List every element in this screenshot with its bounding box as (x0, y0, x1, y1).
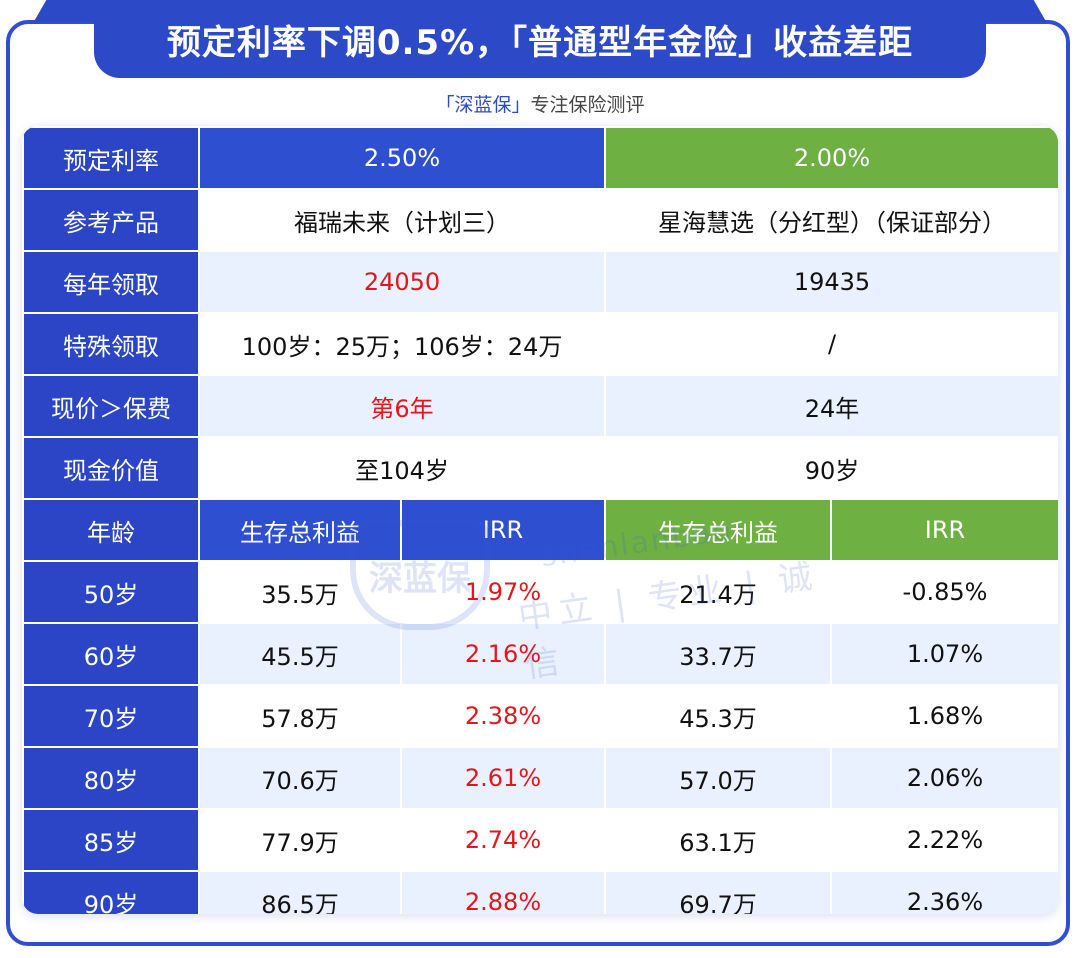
age-row: 90岁 86.5万 2.88% 69.7万 2.36% (22, 870, 1058, 914)
age-row: 80岁 70.6万 2.61% 57.0万 2.06% (22, 746, 1058, 810)
cash-value-b: 90岁 (604, 436, 1058, 500)
b-irr-cell: 2.36% (830, 870, 1058, 914)
rate-label: 预定利率 (22, 126, 200, 190)
a-benefit-cell: 45.5万 (198, 622, 402, 686)
annual-label: 每年领取 (22, 250, 200, 314)
product-label: 参考产品 (22, 188, 200, 252)
b-irr-cell: 1.68% (830, 684, 1058, 748)
cash-gt-premium-b: 24年 (604, 374, 1058, 438)
special-row: 特殊领取 100岁：25万；106岁：24万 / (22, 312, 1058, 376)
annual-a: 24050 (198, 250, 606, 314)
cash-value-a: 至104岁 (198, 436, 606, 500)
a-irr-cell: 2.38% (400, 684, 606, 748)
product-row: 参考产品 福瑞未来（计划三） 星海慧选（分红型）（保证部分） (22, 188, 1058, 252)
b-irr-cell: 2.06% (830, 746, 1058, 810)
cash-gt-premium-label: 现价＞保费 (22, 374, 200, 438)
a-benefit-cell: 86.5万 (198, 870, 402, 914)
b-irr-cell: 1.07% (830, 622, 1058, 686)
product-b: 星海慧选（分红型）（保证部分） (604, 188, 1058, 252)
special-a: 100岁：25万；106岁：24万 (198, 312, 606, 376)
age-header: 年龄 (22, 498, 200, 562)
rate-row: 预定利率 2.50% 2.00% (22, 126, 1058, 190)
a-irr-cell: 2.16% (400, 622, 606, 686)
cash-value-row: 现金价值 至104岁 90岁 (22, 436, 1058, 500)
a-irr-cell: 2.88% (400, 870, 606, 914)
a-benefit-cell: 57.8万 (198, 684, 402, 748)
b-benefit-cell: 21.4万 (604, 560, 832, 624)
b-benefit-cell: 57.0万 (604, 746, 832, 810)
age-row: 70岁 57.8万 2.38% 45.3万 1.68% (22, 684, 1058, 748)
age-row: 50岁 35.5万 1.97% 21.4万 -0.85% (22, 560, 1058, 624)
special-b: / (604, 312, 1058, 376)
annual-b: 19435 (604, 250, 1058, 314)
product-a: 福瑞未来（计划三） (198, 188, 606, 252)
b-benefit-cell: 69.7万 (604, 870, 832, 914)
annual-row: 每年领取 24050 19435 (22, 250, 1058, 314)
b-irr-cell: 2.22% (830, 808, 1058, 872)
b-irr-cell: -0.85% (830, 560, 1058, 624)
a-benefit-header: 生存总利益 (198, 498, 402, 562)
special-label: 特殊领取 (22, 312, 200, 376)
subtitle-tagline: 专注保险测评 (530, 94, 645, 116)
b-benefit-cell: 45.3万 (604, 684, 832, 748)
age-cell: 80岁 (22, 746, 200, 810)
age-cell: 50岁 (22, 560, 200, 624)
a-benefit-cell: 35.5万 (198, 560, 402, 624)
cash-gt-premium-a: 第6年 (198, 374, 606, 438)
comparison-table: 预定利率 2.50% 2.00% 参考产品 福瑞未来（计划三） 星海慧选（分红型… (22, 126, 1058, 914)
brand-name: 「深蓝保」 (435, 94, 531, 116)
cash-value-label: 现金价值 (22, 436, 200, 500)
age-row: 85岁 77.9万 2.74% 63.1万 2.22% (22, 808, 1058, 872)
a-irr-header: IRR (400, 498, 606, 562)
a-benefit-cell: 77.9万 (198, 808, 402, 872)
cash-gt-premium-row: 现价＞保费 第6年 24年 (22, 374, 1058, 438)
b-irr-header: IRR (830, 498, 1058, 562)
a-irr-cell: 1.97% (400, 560, 606, 624)
a-irr-cell: 2.61% (400, 746, 606, 810)
a-irr-cell: 2.74% (400, 808, 606, 872)
age-cell: 85岁 (22, 808, 200, 872)
rate-a: 2.50% (198, 126, 606, 190)
age-row: 60岁 45.5万 2.16% 33.7万 1.07% (22, 622, 1058, 686)
a-benefit-cell: 70.6万 (198, 746, 402, 810)
age-cell: 90岁 (22, 870, 200, 914)
sub-header-row: 年龄 生存总利益 IRR 生存总利益 IRR (22, 498, 1058, 562)
rate-b: 2.00% (604, 126, 1058, 190)
b-benefit-cell: 33.7万 (604, 622, 832, 686)
page-title: 预定利率下调0.5%，「普通型年金险」收益差距 (94, 0, 986, 78)
age-cell: 60岁 (22, 622, 200, 686)
b-benefit-cell: 63.1万 (604, 808, 832, 872)
b-benefit-header: 生存总利益 (604, 498, 832, 562)
subtitle: 「深蓝保」专注保险测评 (0, 90, 1080, 117)
age-cell: 70岁 (22, 684, 200, 748)
